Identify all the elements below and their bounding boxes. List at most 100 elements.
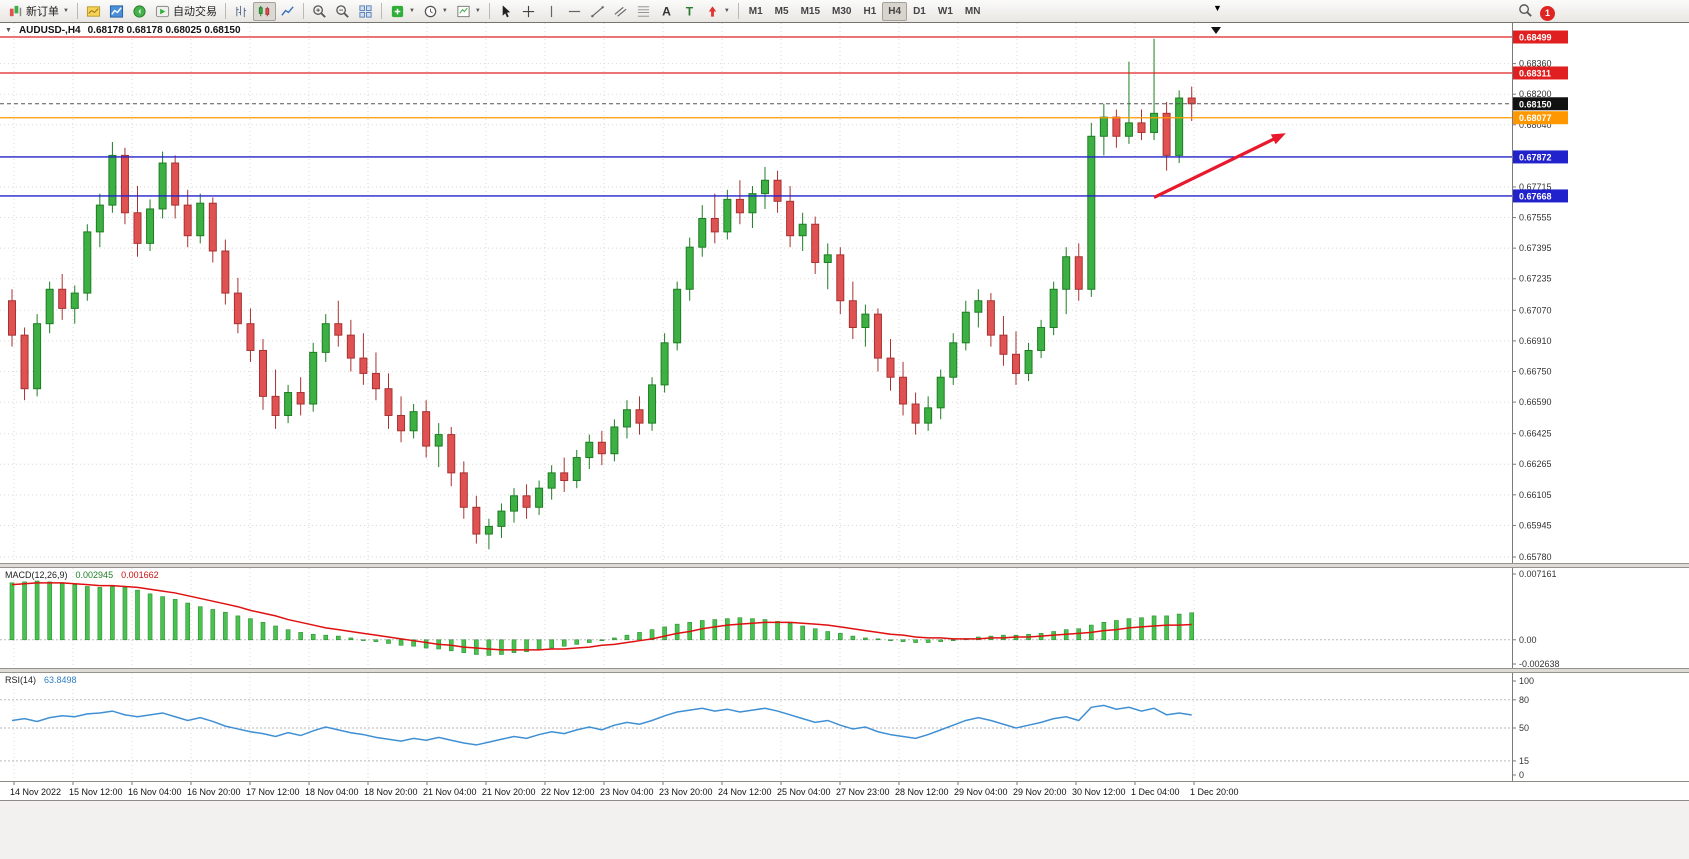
- new-order-button[interactable]: 新订单 ▼: [4, 2, 73, 21]
- crosshair-button[interactable]: [517, 2, 540, 21]
- rsi-panel: 100 80 50 15 0 RSI(14) 63.8498: [0, 673, 1689, 781]
- cursor-button[interactable]: [494, 2, 517, 21]
- autotrading-button-label: 自动交易: [172, 6, 217, 18]
- zoom-in-button[interactable]: [308, 2, 331, 21]
- time-axis-label: 24 Nov 12:00: [718, 787, 772, 797]
- charts-button[interactable]: [82, 2, 105, 21]
- svg-text:0.68360: 0.68360: [1519, 59, 1552, 69]
- crosshair-icon: [521, 4, 536, 19]
- svg-text:-0.002638: -0.002638: [1519, 659, 1560, 668]
- chevron-down-icon: ▼: [723, 8, 730, 14]
- horizontal-level-lines[interactable]: [0, 36, 1512, 197]
- macd-label: MACD(12,26,9) 0.002945 0.001662: [5, 570, 159, 580]
- horizontal-line-button[interactable]: [563, 2, 586, 21]
- zoom-out-button[interactable]: [331, 2, 354, 21]
- zoom-out-icon: [335, 4, 350, 19]
- indicators-icon: [390, 4, 405, 19]
- arrows-button[interactable]: ▼: [701, 2, 734, 21]
- rsi-label: RSI(14) 63.8498: [5, 675, 77, 685]
- svg-text:0.66105: 0.66105: [1519, 490, 1552, 500]
- svg-text:0.67715: 0.67715: [1519, 182, 1552, 192]
- macd-axis[interactable]: 0.007161 0.00 -0.002638: [1512, 568, 1560, 668]
- time-axis-label: 16 Nov 20:00: [187, 787, 241, 797]
- trendline-button[interactable]: [586, 2, 609, 21]
- macd-name: MACD(12,26,9): [5, 570, 68, 580]
- rsi-axis[interactable]: 100 80 50 15 0: [1512, 673, 1534, 781]
- one-click-trading-icon[interactable]: ▼: [5, 27, 12, 34]
- periods-button[interactable]: ▼: [419, 2, 452, 21]
- tile-windows-button[interactable]: [354, 2, 377, 21]
- fibonacci-icon: [636, 4, 651, 19]
- sound-button[interactable]: [128, 2, 151, 21]
- bar-chart-button[interactable]: [230, 2, 253, 21]
- svg-text:0.66590: 0.66590: [1519, 397, 1552, 407]
- clock-icon: [423, 4, 438, 19]
- chart-title: ▼ AUDUSD-,H4 0.68178 0.68178 0.68025 0.6…: [5, 25, 241, 36]
- notification-badge[interactable]: 1: [1540, 5, 1555, 21]
- time-axis-label: 21 Nov 04:00: [423, 787, 477, 797]
- svg-text:0.67555: 0.67555: [1519, 213, 1552, 223]
- indicators-button[interactable]: ▼: [386, 2, 419, 21]
- ohlc-quote: 0.68178 0.68178 0.68025 0.68150: [87, 25, 241, 36]
- candles-icon: [257, 4, 272, 19]
- timeframe-mn-button[interactable]: MN: [964, 5, 981, 17]
- svg-text:0.66750: 0.66750: [1519, 366, 1552, 376]
- channel-button[interactable]: [609, 2, 632, 21]
- candlestick-button[interactable]: [252, 1, 276, 21]
- scroll-marker-icon[interactable]: ▼: [1213, 3, 1222, 13]
- toolbar-separator: [488, 3, 490, 19]
- vertical-line-button[interactable]: [540, 2, 563, 21]
- timeframe-m1-button[interactable]: M1: [748, 5, 763, 17]
- time-axis-label: 27 Nov 23:00: [836, 787, 890, 797]
- macd-histogram: [9, 580, 1194, 656]
- line-chart-button[interactable]: [276, 2, 299, 21]
- rsi-line: [11, 704, 1192, 746]
- panel-separator[interactable]: [0, 668, 1689, 673]
- svg-text:80: 80: [1519, 695, 1529, 705]
- toolbar-right: 1: [1518, 3, 1555, 23]
- time-axis-label: 29 Nov 04:00: [954, 787, 1008, 797]
- macd-indicator[interactable]: 0.007161 0.00 -0.002638: [0, 568, 1689, 668]
- market-watch-button[interactable]: [105, 2, 128, 21]
- panel-separator[interactable]: [0, 563, 1689, 568]
- time-axis-label: 16 Nov 04:00: [128, 787, 182, 797]
- trend-arrow-annotation[interactable]: [1153, 133, 1286, 199]
- time-axis-label: 28 Nov 12:00: [895, 787, 949, 797]
- text-label-button[interactable]: T: [678, 2, 701, 21]
- label-icon: T: [682, 4, 697, 19]
- timeframe-d1-button[interactable]: D1: [913, 5, 926, 17]
- svg-text:0: 0: [1519, 770, 1524, 780]
- chart-shift-marker-icon[interactable]: [1211, 27, 1221, 34]
- rsi-name: RSI(14): [5, 675, 37, 685]
- toolbar-separator: [737, 3, 739, 19]
- svg-text:100: 100: [1519, 676, 1534, 686]
- svg-text:A: A: [662, 4, 671, 18]
- rsi-indicator[interactable]: 100 80 50 15 0: [0, 673, 1689, 781]
- charts-icon: [86, 4, 101, 19]
- timeframe-w1-button[interactable]: W1: [937, 5, 953, 17]
- templates-button[interactable]: ▼: [452, 2, 485, 21]
- timeframe-m30-button[interactable]: M30: [832, 5, 852, 17]
- timeframe-m15-button[interactable]: M15: [800, 5, 821, 17]
- gridlines: [13, 568, 1195, 668]
- timeframe-h4-button[interactable]: H4: [882, 1, 908, 21]
- search-icon[interactable]: [1518, 3, 1533, 23]
- fibonacci-button[interactable]: [632, 2, 655, 21]
- toolbar-separator: [380, 3, 382, 19]
- svg-text:50: 50: [1519, 723, 1529, 733]
- svg-text:0.67235: 0.67235: [1519, 274, 1552, 284]
- macd-panel: 0.007161 0.00 -0.002638 MACD(12,26,9) 0.00…: [0, 568, 1689, 668]
- svg-text:0.67395: 0.67395: [1519, 243, 1552, 253]
- price-chart[interactable]: 0.68360 0.68200 0.68040 0.67715 0.67555 0.673…: [0, 23, 1689, 563]
- timeframe-m5-button[interactable]: M5: [774, 5, 789, 17]
- trendline-icon: [590, 4, 605, 19]
- price-axis[interactable]: 0.68360 0.68200 0.68040 0.67715 0.67555 0.673…: [1512, 23, 1568, 563]
- svg-text:0.68311: 0.68311: [1519, 68, 1551, 78]
- timeframe-h1-button[interactable]: H1: [863, 5, 877, 17]
- autotrading-button[interactable]: 自动交易: [151, 2, 221, 21]
- toolbar: 新订单 ▼ 自动交易 ▼ ▼ ▼ A T ▼ M1 M5 M15 M30 H1 H4 D1 W1 MN ▼ 1: [0, 0, 1689, 23]
- toolbar-separator: [76, 3, 78, 19]
- text-button[interactable]: A: [655, 2, 678, 21]
- time-axis[interactable]: 14 Nov 2022 15 Nov 12:00 16 Nov 04:00 16 No…: [0, 781, 1689, 800]
